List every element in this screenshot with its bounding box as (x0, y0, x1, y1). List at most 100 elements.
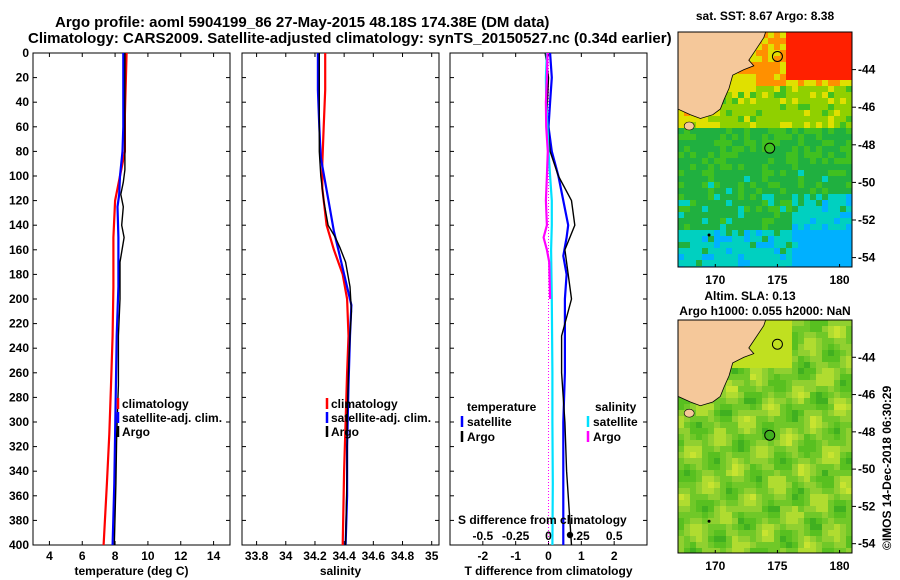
map-cell (846, 110, 852, 116)
map-cell (846, 488, 852, 494)
map-cell (732, 128, 738, 134)
map-cell (816, 476, 822, 482)
map-cell (714, 128, 720, 134)
map-cell (822, 392, 828, 398)
map-cell (798, 368, 804, 374)
map-cell (744, 236, 750, 242)
map-cell (678, 470, 684, 476)
map-cell (780, 392, 786, 398)
map-cell (678, 194, 684, 200)
map-cell (774, 518, 780, 524)
map-cell (822, 236, 828, 242)
map-cell (732, 410, 738, 416)
map-cell (816, 434, 822, 440)
map-cell (840, 44, 846, 50)
map-cell (732, 374, 738, 380)
map-cell (822, 542, 828, 548)
map-cell (762, 134, 768, 140)
map-cell (714, 410, 720, 416)
map-cell (822, 68, 828, 74)
map-cell (702, 176, 708, 182)
map-cell (744, 440, 750, 446)
map-cell (696, 458, 702, 464)
map-cell (726, 488, 732, 494)
map-cell (768, 50, 774, 56)
map-cell (816, 242, 822, 248)
map-cell (822, 470, 828, 476)
map-cell (846, 386, 852, 392)
map-cell (780, 362, 786, 368)
map-cell (744, 248, 750, 254)
map-cell (774, 404, 780, 410)
map-cell (696, 452, 702, 458)
map-cell (816, 494, 822, 500)
map-cell (708, 512, 714, 518)
map-cell (846, 236, 852, 242)
map-cell (750, 242, 756, 248)
map-cell (810, 182, 816, 188)
map-cell (822, 218, 828, 224)
contour-ring (771, 50, 783, 62)
map-cell (702, 488, 708, 494)
map-cell (840, 164, 846, 170)
map-cell (684, 212, 690, 218)
map-cell (732, 92, 738, 98)
map-cell (708, 440, 714, 446)
map-cell (840, 344, 846, 350)
map-cell (702, 434, 708, 440)
map-cell (696, 542, 702, 548)
map-cell (750, 110, 756, 116)
map-cell (774, 206, 780, 212)
y-tick-label: 100 (9, 169, 29, 183)
map-cell (738, 446, 744, 452)
map-cell (840, 86, 846, 92)
map-cell (822, 518, 828, 524)
map-cell (732, 236, 738, 242)
map-cell (828, 242, 834, 248)
map-cell (774, 86, 780, 92)
map-cell (738, 122, 744, 128)
map-cell (792, 104, 798, 110)
map-cell (786, 128, 792, 134)
map-cell (738, 194, 744, 200)
map-cell (744, 530, 750, 536)
map-cell (750, 506, 756, 512)
map-cell (840, 530, 846, 536)
map-cell (792, 158, 798, 164)
map-cell (846, 176, 852, 182)
map-cell (690, 446, 696, 452)
map-cell (798, 152, 804, 158)
map-cell (810, 494, 816, 500)
map-cell (738, 500, 744, 506)
map-cell (792, 476, 798, 482)
map-cell (786, 356, 792, 362)
map-cell (786, 206, 792, 212)
map-cell (810, 176, 816, 182)
map-cell (774, 230, 780, 236)
map-cell (732, 548, 738, 553)
map-cell (798, 32, 804, 38)
map-cell (720, 404, 726, 410)
map-cell (804, 464, 810, 470)
map-cell (696, 164, 702, 170)
map-cell (774, 62, 780, 68)
map-cell (792, 548, 798, 553)
map-cell (828, 530, 834, 536)
map-cell (828, 134, 834, 140)
map-cell (720, 212, 726, 218)
map-cell (726, 128, 732, 134)
map-cell (702, 428, 708, 434)
map-cell (762, 440, 768, 446)
map-cell (834, 494, 840, 500)
map-cell (780, 326, 786, 332)
map-cell (846, 506, 852, 512)
map-cell (810, 50, 816, 56)
map-cell (834, 260, 840, 266)
map-cell (708, 422, 714, 428)
map-cell (810, 260, 816, 266)
map-cell (744, 200, 750, 206)
map-cell (804, 80, 810, 86)
legend-label: satellite-adj. clim. (331, 411, 431, 425)
map-cell (762, 548, 768, 553)
map-cell (774, 344, 780, 350)
